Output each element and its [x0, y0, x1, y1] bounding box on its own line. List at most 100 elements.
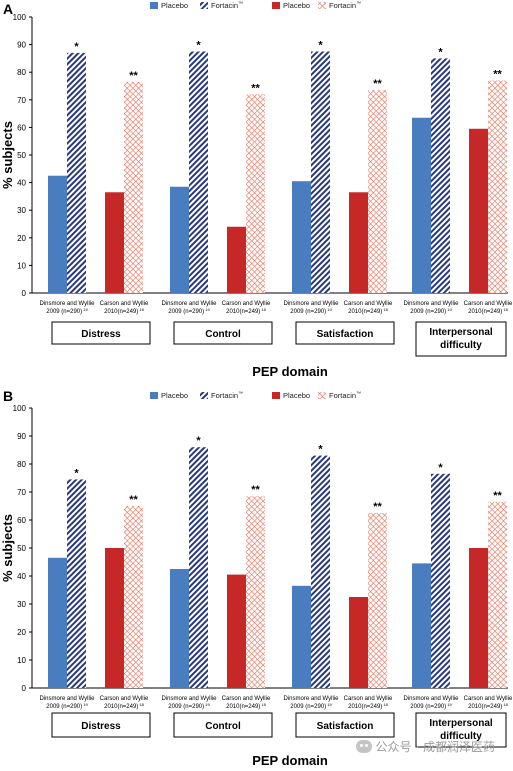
- study-label: 2010(n=249) 18: [226, 702, 267, 710]
- study-label: Carson and Wyllie: [100, 301, 149, 307]
- y-tick-label: 30: [17, 206, 26, 215]
- study-label: Carson and Wyllie: [344, 301, 393, 307]
- x-axis-label: PEP domain: [252, 753, 328, 768]
- study-label: 2010(n=249) 18: [348, 702, 389, 710]
- domain-label: Control: [205, 329, 241, 340]
- y-tick-label: 80: [17, 68, 26, 77]
- bar-fortacin: [246, 496, 265, 688]
- legend-swatch: [150, 2, 158, 9]
- domain-box: [415, 321, 507, 357]
- bar-placebo: [48, 175, 67, 293]
- significance-marker: *: [196, 435, 201, 447]
- bar-placebo: [469, 548, 488, 688]
- significance-marker: *: [438, 46, 443, 58]
- study-label: Carson and Wyllie: [344, 696, 393, 702]
- bar-placebo: [412, 117, 431, 294]
- domain-box: [51, 712, 151, 738]
- y-tick-label: 80: [17, 460, 26, 469]
- study-label: Carson and Wyllie: [464, 301, 513, 307]
- domain-label: Interpersonal: [429, 327, 493, 338]
- study-label: 2009 (n=290) 19: [46, 307, 88, 315]
- bar-fortacin: [124, 81, 143, 293]
- y-axis-label: % subjects: [0, 121, 15, 189]
- study-label: 2010(n=249) 18: [468, 307, 509, 315]
- study-label: Dinsmore and Wyllie: [40, 696, 96, 702]
- y-tick-label: 40: [17, 572, 26, 581]
- watermark-text: 公众号 · 成都润泽医药: [375, 740, 495, 754]
- y-tick-label: 20: [17, 628, 26, 637]
- legend-label: Placebo: [283, 391, 310, 400]
- y-tick-label: 0: [22, 289, 27, 298]
- legend-swatch: [150, 392, 158, 399]
- bar-placebo: [105, 192, 124, 293]
- domain-box: [295, 712, 395, 738]
- legend-swatch: [272, 392, 280, 399]
- domain-box: [295, 321, 395, 345]
- y-tick-label: 60: [17, 516, 26, 525]
- bar-fortacin: [246, 94, 265, 293]
- bar-fortacin: [67, 52, 86, 293]
- chart-panel-A: A Placebo Fortacin™ Placebo Fortacin™ 0 10 20 30…: [0, 1, 513, 379]
- bar-placebo: [170, 186, 189, 293]
- bar-fortacin: [311, 455, 330, 688]
- y-tick-label: 90: [17, 432, 26, 441]
- bar-fortacin: [189, 51, 208, 293]
- domain-label: Satisfaction: [317, 721, 374, 732]
- study-label: 2009 (n=290) 19: [168, 702, 210, 710]
- study-label: 2010(n=249) 18: [348, 307, 389, 315]
- study-label: 2009 (n=290) 19: [410, 702, 452, 710]
- bar-fortacin: [67, 479, 86, 688]
- legend-label: Placebo: [283, 1, 310, 10]
- legend-label: Placebo: [161, 1, 188, 10]
- y-tick-label: 10: [17, 261, 26, 270]
- domain-box: [173, 712, 273, 738]
- study-label: 2009 (n=290) 19: [290, 702, 332, 710]
- y-tick-label: 90: [17, 41, 26, 50]
- bar-fortacin: [368, 513, 387, 688]
- y-tick-label: 70: [17, 488, 26, 497]
- chart-panel-B: B Placebo Fortacin™ Placebo Fortacin™ 0 10 20 30…: [0, 388, 513, 768]
- x-axis-label: PEP domain: [252, 364, 328, 379]
- bar-placebo: [469, 128, 488, 293]
- study-label: Carson and Wyllie: [464, 696, 513, 702]
- study-label: 2010(n=249) 18: [104, 702, 145, 710]
- bar-placebo: [227, 226, 246, 293]
- significance-marker: **: [129, 70, 138, 82]
- study-label: Dinsmore and Wyllie: [162, 301, 218, 307]
- bar-fortacin: [431, 473, 450, 688]
- bar-placebo: [48, 557, 67, 688]
- significance-marker: **: [251, 484, 260, 496]
- domain-box: [415, 712, 507, 748]
- bar-placebo: [349, 597, 368, 688]
- significance-marker: **: [251, 82, 260, 94]
- study-label: 2009 (n=290) 19: [290, 307, 332, 315]
- legend-label: Fortacin™: [329, 391, 361, 400]
- domain-label: Distress: [81, 721, 121, 732]
- panel-label: A: [3, 1, 13, 17]
- study-label: Carson and Wyllie: [100, 696, 149, 702]
- legend-label: Fortacin™: [211, 1, 243, 10]
- study-label: Dinsmore and Wyllie: [284, 696, 340, 702]
- study-label: Dinsmore and Wyllie: [40, 301, 96, 307]
- bar-fortacin: [368, 90, 387, 293]
- bar-placebo: [292, 585, 311, 688]
- bar-placebo: [170, 569, 189, 688]
- study-label: Dinsmore and Wyllie: [404, 696, 460, 702]
- y-tick-label: 60: [17, 123, 26, 132]
- domain-label: difficulty: [440, 731, 482, 742]
- domain-box: [173, 321, 273, 345]
- study-label: Dinsmore and Wyllie: [404, 301, 460, 307]
- legend-label: Fortacin™: [329, 1, 361, 10]
- study-label: 2010(n=249) 18: [226, 307, 267, 315]
- significance-marker: *: [74, 467, 79, 479]
- legend-swatch: [272, 2, 280, 9]
- study-label: Carson and Wyllie: [222, 301, 271, 307]
- study-label: 2009 (n=290) 19: [410, 307, 452, 315]
- y-tick-label: 10: [17, 656, 26, 665]
- significance-marker: **: [493, 490, 502, 502]
- legend-label: Fortacin™: [211, 391, 243, 400]
- study-label: 2009 (n=290) 19: [168, 307, 210, 315]
- bar-placebo: [412, 563, 431, 688]
- bar-placebo: [349, 192, 368, 293]
- domain-label: Control: [205, 721, 241, 732]
